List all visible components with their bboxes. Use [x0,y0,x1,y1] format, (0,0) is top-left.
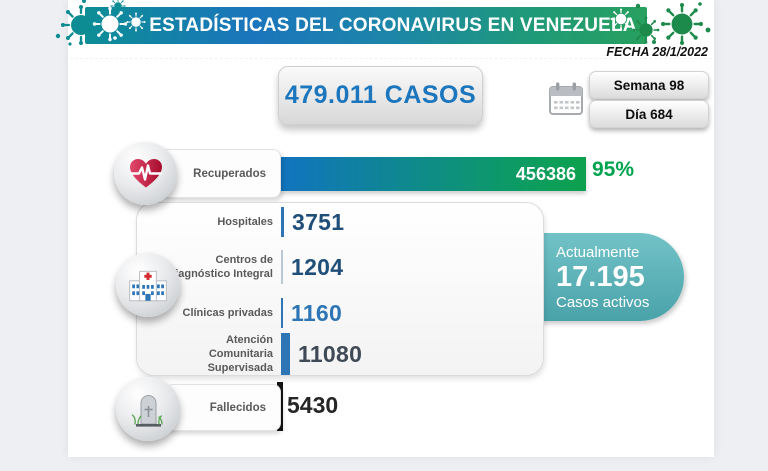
recovered-label-box: Recuperados [159,149,281,198]
deaths-label-box: Fallecidos [165,384,281,431]
active-breakdown-panel: Hospitales 3751 Centros de Diagnóstico I… [136,202,544,376]
day-badge: Día 684 [589,100,709,128]
breakdown-row-hospitales: Hospitales 3751 [143,204,344,240]
active-cases-subcaption: Casos activos [556,294,650,311]
row-value: 11080 [298,340,363,367]
row-value: 1160 [291,299,343,326]
content-card: ESTADÍSTICAS DEL CORONAVIRUS EN VENEZUEL… [55,0,714,457]
page-title: ESTADÍSTICAS DEL CORONAVIRUS EN VENEZUEL… [149,14,637,36]
total-cases-box: 479.011 CASOS [278,66,483,125]
mini-bar [281,207,284,237]
hospital-icon-circle [116,253,180,317]
mini-bar [281,333,290,375]
row-label: Centros de Diagnóstico Integral [167,253,273,280]
recovered-value: 456386 [515,163,576,184]
total-cases-value: 479.011 CASOS [284,81,477,109]
deaths-icon-circle [116,377,180,441]
deaths-label: Fallecidos [209,401,266,414]
active-cases-bubble: Actualmente 17.195 Casos activos [520,233,684,321]
recovered-icon-circle [114,142,177,205]
row-label: Hospitales [217,215,273,228]
breakdown-row-cdi: Centros de Diagnóstico Integral 1204 [143,249,343,285]
breakdown-row-clinicas: Clínicas privadas 1160 [143,295,342,331]
mini-bar [281,250,283,284]
deaths-value: 5430 [287,392,339,418]
row-label: Clínicas privadas [182,306,274,319]
row-label: Atención Comunitaria Supervisada [207,333,273,375]
heart-pulse-icon [129,159,162,188]
virus-decoration-right-icon [609,1,711,47]
virus-decoration-left-icon [55,0,147,47]
week-badge: Semana 98 [589,71,709,99]
active-cases-caption: Actualmente [556,244,640,261]
calendar-icon [549,82,583,115]
row-value: 3751 [292,208,345,235]
title-banner: ESTADÍSTICAS DEL CORONAVIRUS EN VENEZUEL… [85,7,647,44]
tombstone-icon [131,395,163,427]
row-value: 1204 [291,253,344,280]
active-cases-value: 17.195 [556,261,645,293]
hospital-icon [129,270,167,302]
breakdown-row-acs: Atención Comunitaria Supervisada 11080 [143,333,362,375]
recovered-percent: 95% [592,158,635,181]
recovered-label: Recuperados [193,167,266,180]
date-label: FECHA 28/1/2022 [606,45,708,59]
divider [70,58,712,59]
recovered-bar: 456386 [277,157,586,191]
mini-bar [281,298,283,328]
